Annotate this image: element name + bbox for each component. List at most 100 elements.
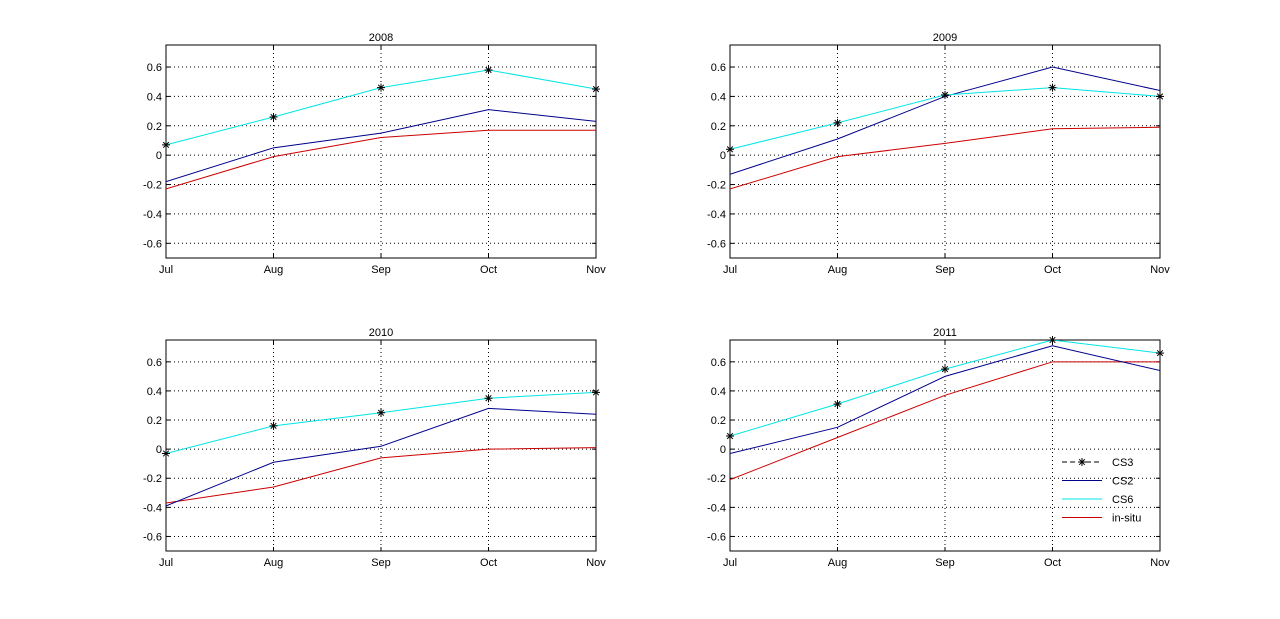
xtick-label: Jul (723, 264, 737, 276)
legend-label: CS2 (1112, 476, 1133, 488)
xtick-label: Nov (586, 557, 606, 569)
ytick-label: 0.4 (147, 386, 162, 398)
data-point-CS3 (269, 421, 278, 430)
ytick-label: 0.2 (147, 121, 162, 133)
legend-label: CS3 (1112, 457, 1133, 469)
xtick-label: Sep (935, 264, 955, 276)
subplot-2010: 2010 0.6 0.4 0.2 0 -0.2 -0.4 -0.6 Jul Aug Sep Oct No… (143, 327, 606, 569)
ytick-label: 0 (720, 150, 726, 162)
series-line-CS2 (730, 345, 1160, 454)
data-point-CS3 (162, 449, 170, 458)
ytick-label: 0.4 (711, 91, 726, 103)
legend-entry-CS6: CS6 (1062, 494, 1133, 506)
legend: CS3 CS2 CS6 in-situ (1062, 457, 1141, 525)
xtick-label: Jul (159, 557, 173, 569)
ytick-label: 0.2 (711, 121, 726, 133)
series-line-in-situ (730, 126, 1160, 190)
xtick-label: Oct (1044, 557, 1061, 569)
xtick-label: Oct (1044, 264, 1061, 276)
xtick-label: Nov (586, 264, 606, 276)
data-point-CS3 (377, 83, 385, 92)
legend-label: CS6 (1112, 494, 1133, 506)
xtick-label: Nov (1150, 557, 1170, 569)
series-line-CS2 (166, 109, 596, 183)
xtick-label: Sep (371, 264, 391, 276)
ytick-label: 0 (156, 150, 162, 162)
data-point-CS3 (592, 85, 600, 94)
ytick-label: -0.4 (143, 502, 162, 514)
data-point-CS3 (726, 145, 734, 154)
legend-entry-in-situ: in-situ (1062, 513, 1141, 525)
series-CS3 (162, 65, 600, 149)
legend-entry-CS3: CS3 (1062, 457, 1133, 469)
ytick-label: -0.4 (143, 209, 162, 221)
ytick-label: -0.6 (707, 531, 726, 543)
subplot-2008: 2008 0.6 0.4 0.2 0 -0.2 -0.4 -0.6 Jul Aug Sep Oct No… (143, 32, 606, 276)
series-CS3 (726, 336, 1164, 441)
ytick-label: 0 (156, 444, 162, 456)
ytick-label: 0.4 (711, 386, 726, 398)
data-point-CS3 (592, 388, 600, 397)
ytick-label: 0.6 (711, 357, 726, 369)
ytick-label: -0.6 (143, 531, 162, 543)
ytick-label: 0 (720, 444, 726, 456)
ytick-label: 0.2 (147, 415, 162, 427)
ytick-label: -0.2 (143, 180, 162, 192)
data-point-CS3 (833, 118, 842, 127)
ytick-label: -0.2 (143, 473, 162, 485)
legend-label: in-situ (1112, 513, 1141, 525)
data-point-CS3 (484, 394, 493, 403)
xtick-label: Jul (723, 557, 737, 569)
data-point-CS3 (1156, 349, 1164, 358)
series-line-CS2 (166, 407, 596, 507)
data-point-CS3 (377, 408, 385, 417)
ytick-label: -0.6 (707, 238, 726, 250)
xtick-label: Oct (480, 264, 497, 276)
ytick-label: -0.4 (707, 502, 726, 514)
subplot-title: 2011 (933, 327, 957, 339)
ytick-label: -0.2 (707, 473, 726, 485)
xtick-label: Nov (1150, 264, 1170, 276)
ytick-label: 0.2 (711, 415, 726, 427)
xtick-label: Oct (480, 557, 497, 569)
ytick-label: 0.4 (147, 91, 162, 103)
series-CS3 (726, 83, 1164, 154)
data-point-CS3 (269, 112, 278, 121)
data-point-CS3 (1156, 92, 1164, 101)
xtick-label: Sep (371, 557, 391, 569)
subplot-title: 2008 (369, 32, 393, 44)
series-line-in-situ (166, 447, 596, 504)
subplot-2009: 2009 0.6 0.4 0.2 0 -0.2 -0.4 -0.6 Jul Aug Sep Oct No… (707, 32, 1170, 276)
data-point-CS3 (941, 365, 949, 374)
xtick-label: Aug (828, 557, 848, 569)
ytick-label: 0.6 (147, 62, 162, 74)
xtick-label: Aug (828, 264, 848, 276)
subplot-title: 2009 (933, 32, 957, 44)
legend-entry-CS2: CS2 (1062, 476, 1133, 488)
series-line-in-situ (730, 361, 1160, 481)
xtick-label: Sep (935, 557, 955, 569)
data-point-CS3 (1048, 336, 1057, 344)
subplot-grid: 2008 0.6 0.4 0.2 0 -0.2 -0.4 -0.6 Jul Aug Sep Oct No… (143, 32, 1170, 569)
legend-marker (1078, 458, 1086, 466)
xtick-label: Aug (264, 557, 284, 569)
ytick-label: -0.2 (707, 180, 726, 192)
ytick-label: -0.6 (143, 238, 162, 250)
data-point-CS3 (833, 400, 842, 409)
data-point-CS3 (484, 65, 493, 74)
data-point-CS3 (941, 90, 949, 99)
series-line-in-situ (166, 129, 596, 190)
ytick-label: -0.4 (707, 209, 726, 221)
data-point-CS3 (726, 432, 734, 441)
series-CS3 (162, 388, 600, 458)
xtick-label: Aug (264, 264, 284, 276)
ytick-label: 0.6 (711, 62, 726, 74)
xtick-label: Jul (159, 264, 173, 276)
data-point-CS3 (162, 140, 170, 149)
subplot-title: 2010 (369, 327, 393, 339)
data-point-CS3 (1048, 83, 1057, 92)
subplot-2011: 2011 0.6 0.4 0.2 0 -0.2 -0.4 -0.6 Jul Aug Sep Oct No… (707, 327, 1170, 569)
ytick-label: 0.6 (147, 357, 162, 369)
